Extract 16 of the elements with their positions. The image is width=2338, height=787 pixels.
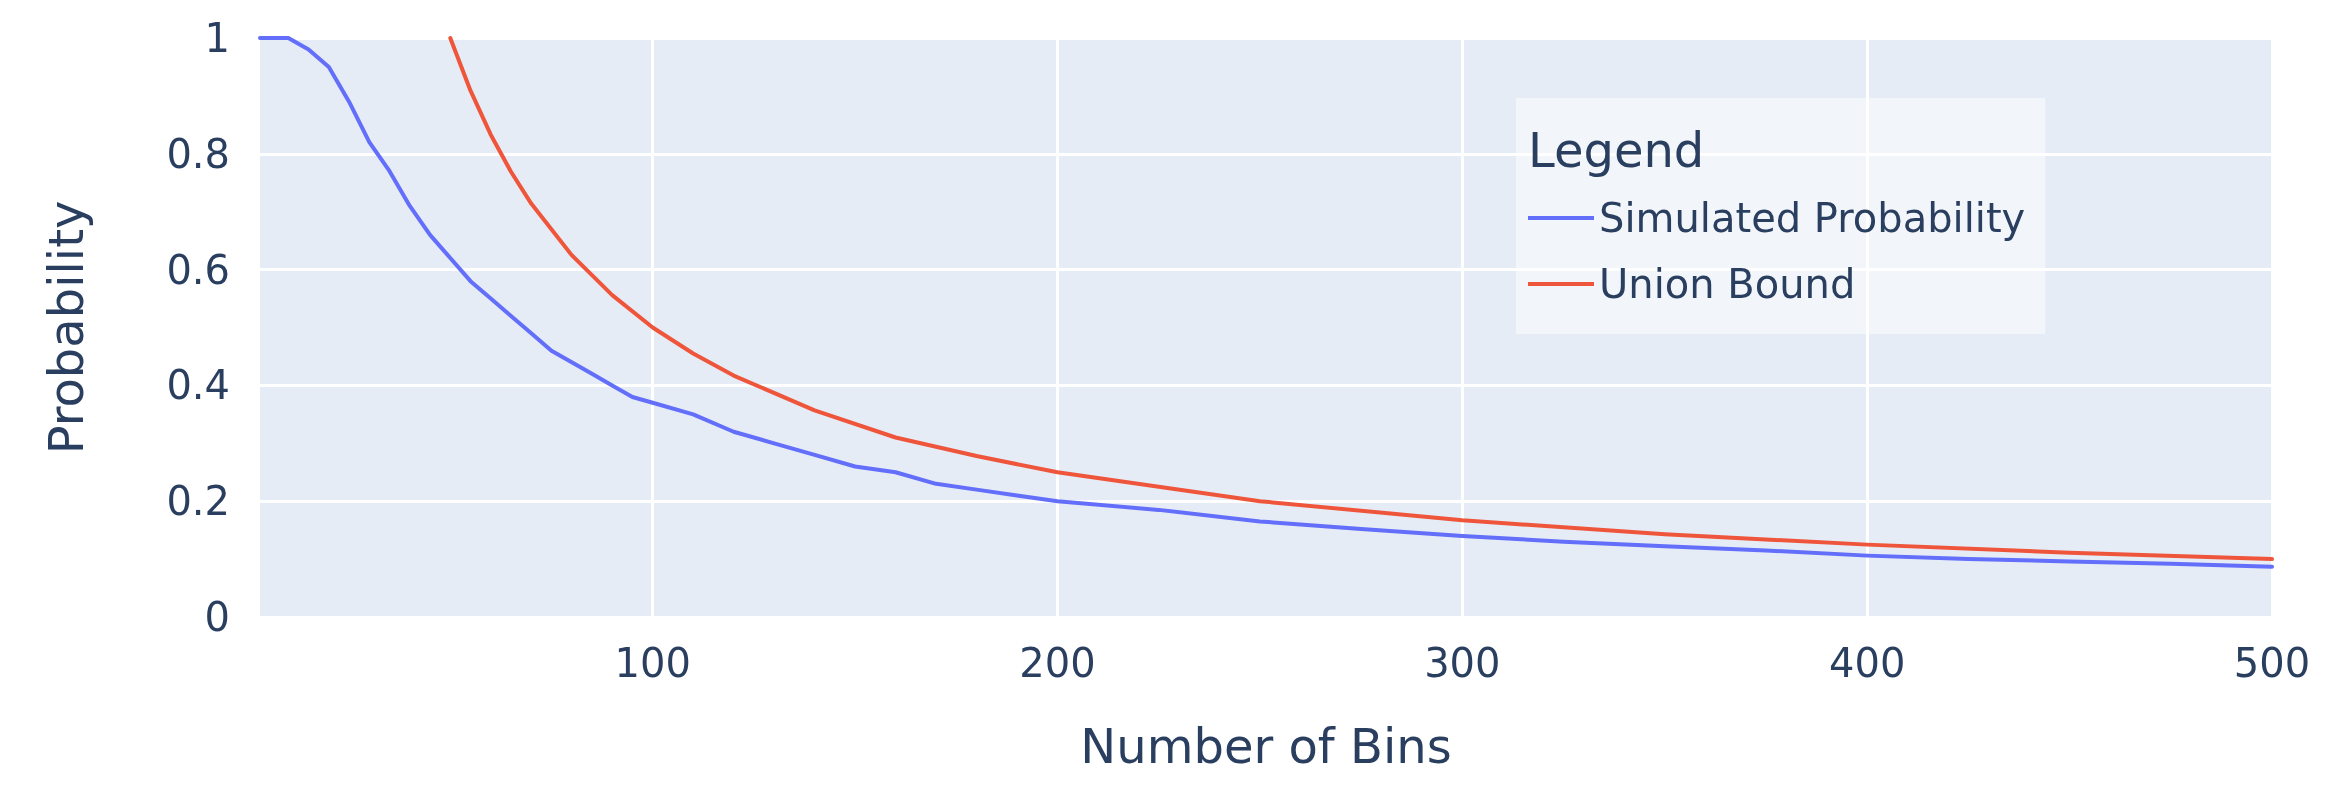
x-tick-label: 500: [2233, 640, 2311, 686]
y-tick-label: 0.8: [166, 130, 230, 177]
legend-title: Legend: [1528, 122, 1705, 178]
x-tick-label: 100: [614, 640, 691, 686]
y-tick-label: 0.2: [166, 478, 230, 525]
legend-label: Union Bound: [1599, 261, 1856, 307]
y-axis-title: Probability: [38, 200, 94, 455]
x-tick-label: 200: [1019, 640, 1096, 686]
y-tick-label: 1: [204, 15, 230, 61]
x-tick-label: 300: [1424, 640, 1501, 686]
y-tick-label: 0: [204, 594, 230, 640]
y-tick-label: 0.4: [166, 362, 230, 409]
x-axis-title: Number of Bins: [1080, 718, 1452, 774]
y-tick-label: 0.6: [166, 246, 230, 293]
x-tick-label: 400: [1828, 640, 1906, 686]
legend-label: Simulated Probability: [1599, 195, 2026, 241]
